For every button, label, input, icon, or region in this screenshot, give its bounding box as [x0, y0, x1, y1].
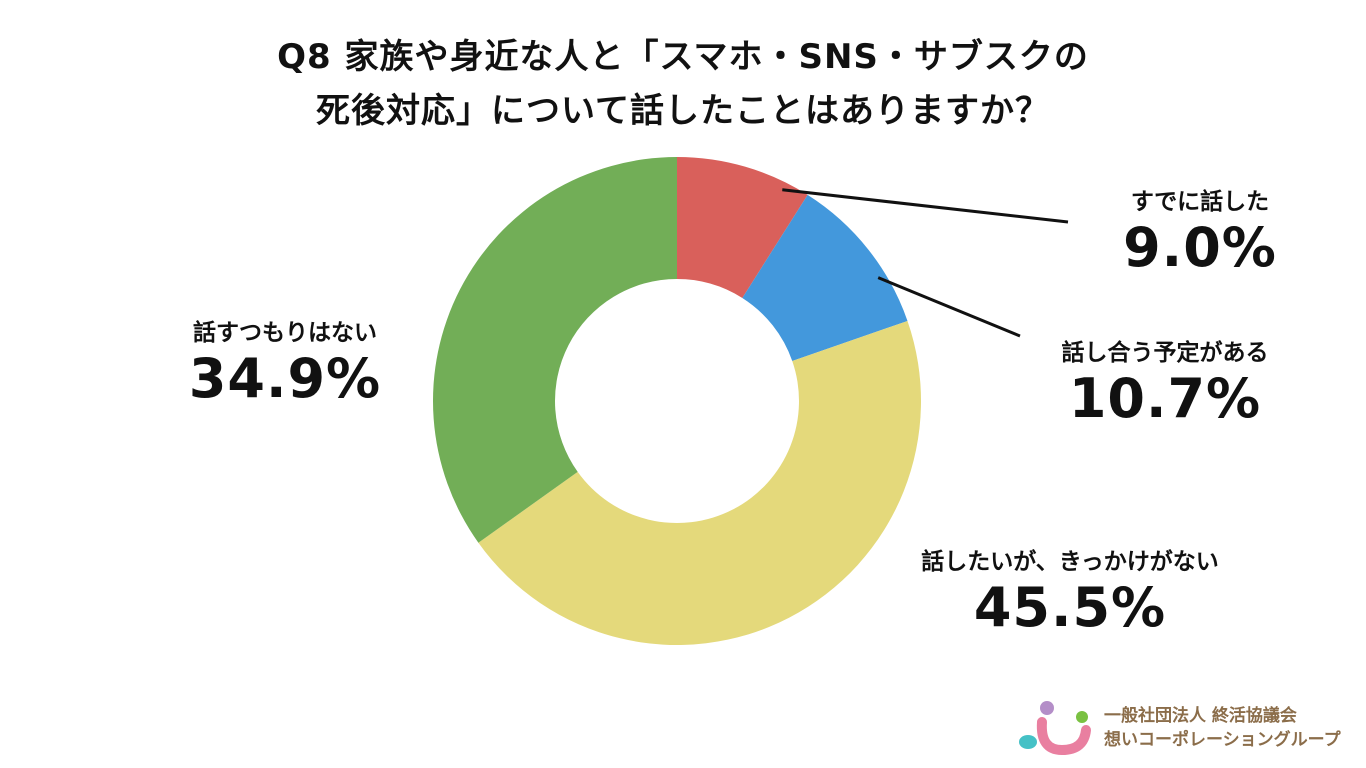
organization-name: 一般社団法人 終活協議会 — [1104, 706, 1297, 726]
slice-label-1: 話し合う予定がある 10.7% — [1020, 338, 1310, 430]
leader-lines — [782, 188, 1069, 338]
logo-dot-teal — [1019, 735, 1037, 749]
organization-group: 想いコーポレーショングループ — [1104, 730, 1341, 750]
leader-line-0 — [782, 188, 1069, 224]
organization-names: 一般社団法人 終活協議会 想いコーポレーショングループ — [1104, 704, 1341, 752]
slice-label-1-name: 話し合う予定がある — [1061, 340, 1269, 366]
donut-slice-1 — [742, 194, 908, 361]
logo-smile-pink — [1036, 717, 1091, 756]
leader-line-1 — [877, 276, 1021, 338]
slice-label-0: すでに話した 9.0% — [1085, 187, 1315, 279]
donut-slice-3 — [432, 157, 677, 543]
slice-label-2-value: 45.5% — [973, 576, 1167, 639]
donut-slices — [432, 157, 921, 645]
donut-slice-2 — [478, 320, 921, 645]
slice-label-3: 話すつもりはない 34.9% — [160, 318, 410, 410]
organization-branding: 一般社団法人 終活協議会 想いコーポレーショングループ — [1018, 700, 1348, 756]
slice-label-0-value: 9.0% — [1123, 216, 1277, 279]
slice-label-0-name: すでに話した — [1130, 189, 1270, 215]
chart-title-line-1: Q8 家族や身近な人と「スマホ・SNS・サブスクの — [277, 37, 1089, 77]
donut-slice-0 — [677, 157, 808, 298]
slice-label-3-name: 話すつもりはない — [193, 320, 377, 346]
logo-dot-purple — [1040, 701, 1054, 715]
organization-logo-icon — [1019, 701, 1091, 756]
slice-label-1-value: 10.7% — [1068, 367, 1262, 430]
slice-label-3-value: 34.9% — [188, 347, 382, 410]
logo-dot-green — [1076, 711, 1088, 723]
slice-label-2: 話したいが、きっかけがない 45.5% — [880, 547, 1260, 639]
slice-label-2-name: 話したいが、きっかけがない — [921, 549, 1219, 575]
chart-title-line-2: 死後対応」について話したことはありますか？ — [316, 91, 1050, 131]
chart-title: Q8 家族や身近な人と「スマホ・SNS・サブスクの 死後対応」について話したこと… — [0, 30, 1366, 138]
